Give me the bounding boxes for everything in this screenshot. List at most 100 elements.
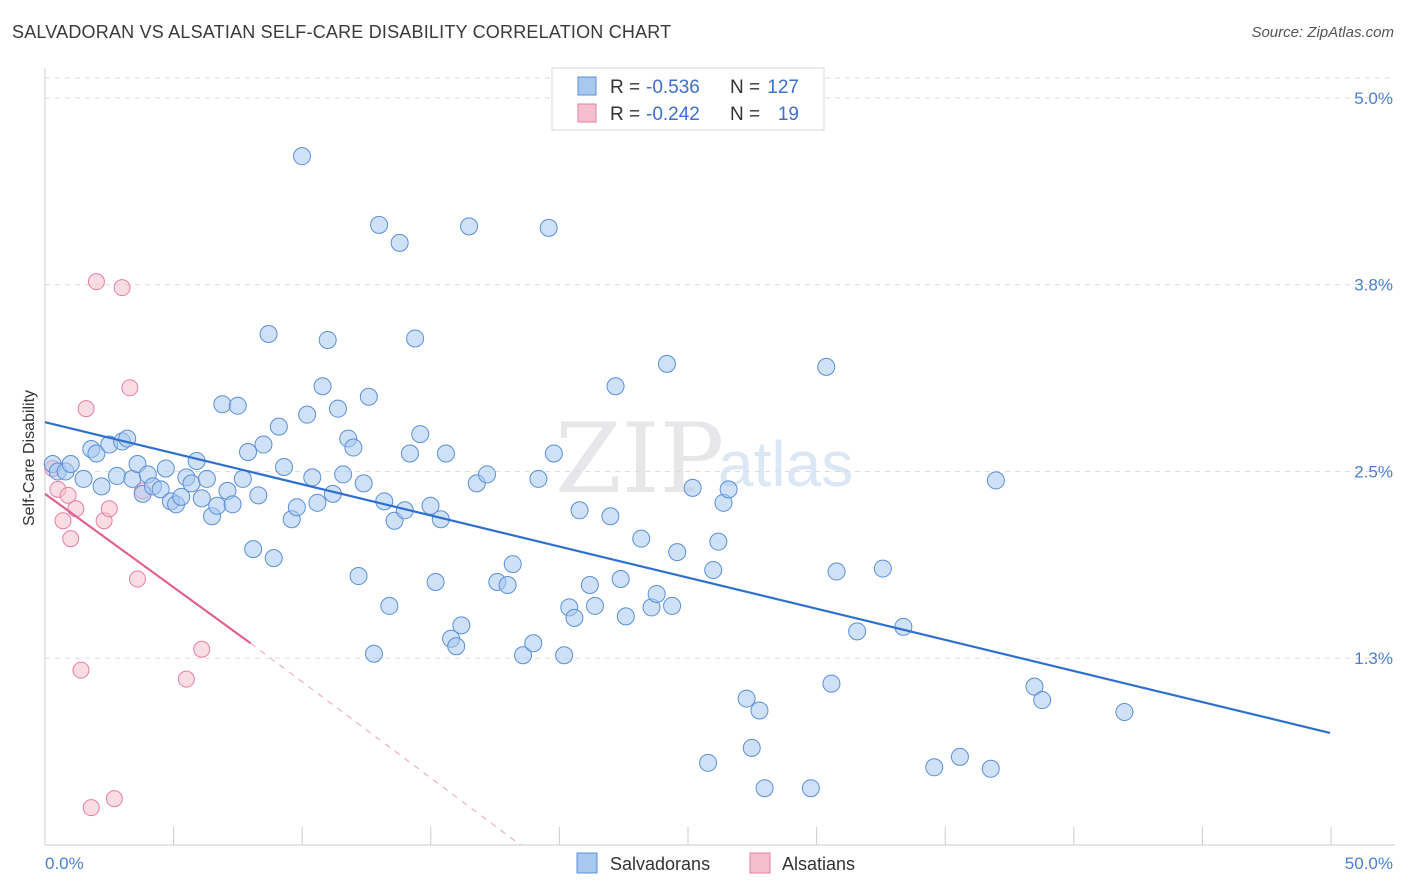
salvadoran-point-71 bbox=[436, 444, 455, 463]
salvadoran-point-82 bbox=[524, 634, 543, 653]
salvadoran-point-43 bbox=[287, 498, 306, 517]
salvadoran-point-66 bbox=[406, 329, 425, 348]
salvadoran-point-88 bbox=[565, 608, 584, 627]
y-tick-label-0: 1.3% bbox=[1354, 649, 1393, 668]
salvadoran-point-95 bbox=[616, 607, 635, 626]
salvadoran-point-3 bbox=[61, 454, 80, 473]
y-tick-label-3: 5.0% bbox=[1354, 89, 1393, 108]
salvadoran-point-29 bbox=[213, 395, 232, 414]
salvadoran-point-12 bbox=[123, 469, 142, 488]
alsatian-point-4 bbox=[62, 530, 80, 548]
y-axis-label: Self-Care Disability bbox=[21, 390, 38, 526]
salvadoran-point-25 bbox=[192, 489, 211, 508]
alsatian-point-8 bbox=[82, 799, 100, 817]
source-label: Source: ZipAtlas.com bbox=[1251, 24, 1394, 41]
alsatian-point-17 bbox=[177, 670, 195, 688]
salvadoran-point-41 bbox=[275, 457, 294, 476]
legend-swatch-alsatians bbox=[577, 103, 597, 123]
y-tick-labels: 1.3% 2.5% 3.8% 5.0% bbox=[1354, 89, 1393, 668]
salvadoran-point-67 bbox=[411, 425, 430, 444]
salvadoran-point-4 bbox=[74, 469, 93, 488]
alsatian-point-12 bbox=[105, 790, 123, 808]
alsatian-point-14 bbox=[121, 379, 139, 397]
salvadoran-point-61 bbox=[380, 596, 399, 615]
alsatian-point-9 bbox=[87, 273, 105, 291]
salvadoran-point-9 bbox=[107, 466, 126, 485]
salvadoran-point-122 bbox=[1025, 677, 1044, 696]
watermark-zip: ZIP bbox=[555, 403, 724, 515]
salvadoran-point-92 bbox=[601, 507, 620, 526]
salvadoran-point-26 bbox=[197, 469, 216, 488]
salvadoran-trend-line bbox=[44, 421, 1331, 735]
salvadoran-point-37 bbox=[254, 435, 273, 454]
salvadoran-point-121 bbox=[986, 471, 1005, 490]
salvadoran-point-115 bbox=[848, 622, 867, 641]
salvadoran-point-125 bbox=[801, 779, 820, 798]
salvadoran-point-51 bbox=[328, 399, 347, 418]
legend-n-label-2: N = bbox=[730, 104, 760, 125]
salvadoran-point-33 bbox=[233, 469, 252, 488]
salvadoran-point-117 bbox=[894, 617, 913, 636]
salvadoran-point-96 bbox=[632, 529, 651, 548]
salvadoran-point-28 bbox=[208, 496, 227, 515]
legend-n-value-2: 19 bbox=[778, 104, 799, 125]
trend-lines bbox=[44, 421, 1331, 846]
salvadoran-point-99 bbox=[657, 354, 676, 373]
salvadoran-point-36 bbox=[249, 486, 268, 505]
legend-r-value-2: -0.242 bbox=[646, 104, 700, 125]
legend-r-value-1: -0.536 bbox=[646, 77, 700, 98]
salvadoran-point-91 bbox=[585, 596, 604, 615]
bottom-legend-swatch-salvadorans bbox=[576, 852, 598, 874]
salvadoran-point-118 bbox=[925, 758, 944, 777]
legend-n-value-1: 127 bbox=[767, 77, 799, 98]
salvadoran-point-40 bbox=[269, 417, 288, 436]
salvadoran-point-113 bbox=[822, 674, 841, 693]
x-axis-ticks bbox=[44, 827, 1332, 845]
salvadoran-point-98 bbox=[647, 584, 666, 603]
alsatian-point-7 bbox=[77, 400, 95, 418]
salvadoran-point-116 bbox=[873, 559, 892, 578]
bottom-legend-swatch-alsatians bbox=[749, 852, 771, 874]
salvadoran-point-58 bbox=[364, 644, 383, 663]
watermark-atlas: atlas bbox=[718, 428, 853, 500]
salvadoran-point-110 bbox=[750, 701, 769, 720]
salvadoran-point-108 bbox=[737, 689, 756, 708]
y-tick-label-2: 3.8% bbox=[1354, 276, 1393, 295]
salvadoran-point-39 bbox=[264, 549, 283, 568]
salvadoran-point-103 bbox=[699, 753, 718, 772]
alsatian-point-13 bbox=[113, 279, 131, 297]
salvadoran-point-6 bbox=[87, 444, 106, 463]
salvadoran-point-123 bbox=[1033, 691, 1052, 710]
salvadoran-point-100 bbox=[663, 596, 682, 615]
salvadoran-point-94 bbox=[611, 570, 630, 589]
salvadoran-point-31 bbox=[223, 495, 242, 514]
salvadoran-point-102 bbox=[683, 478, 702, 497]
y-tick-label-1: 2.5% bbox=[1354, 462, 1393, 481]
salvadoran-point-119 bbox=[950, 747, 969, 766]
salvadoran-point-65 bbox=[400, 444, 419, 463]
salvadoran-point-59 bbox=[370, 215, 389, 234]
salvadoran-point-49 bbox=[318, 330, 337, 349]
salvadoran-point-79 bbox=[498, 576, 517, 595]
salvadoran-point-44 bbox=[293, 147, 311, 166]
bottom-legend: Salvadorans Alsatians bbox=[576, 852, 855, 874]
salvadoran-point-90 bbox=[580, 576, 599, 595]
salvadoran-point-60 bbox=[375, 492, 394, 511]
salvadoran-point-34 bbox=[239, 443, 258, 462]
salvadoran-point-124 bbox=[1115, 703, 1134, 722]
x-tick-label-min: 0.0% bbox=[45, 854, 84, 873]
salvadoran-point-48 bbox=[313, 377, 332, 396]
alsatian-point-15 bbox=[129, 570, 147, 588]
salvadoran-point-74 bbox=[452, 616, 471, 635]
salvadoran-point-45 bbox=[298, 405, 317, 424]
salvadoran-point-47 bbox=[308, 493, 327, 512]
alsatian-point-5 bbox=[67, 500, 85, 518]
salvadoran-point-46 bbox=[303, 468, 322, 487]
x-tick-label-max: 50.0% bbox=[1345, 854, 1393, 873]
legend: R = -0.536 N = 127 R = -0.242 N = 19 bbox=[551, 67, 825, 131]
salvadoran-point-57 bbox=[359, 387, 378, 406]
alsatian-trend-line-extrapolated bbox=[250, 642, 521, 846]
alsatian-point-11 bbox=[100, 500, 118, 518]
alsatian-series bbox=[44, 273, 211, 817]
